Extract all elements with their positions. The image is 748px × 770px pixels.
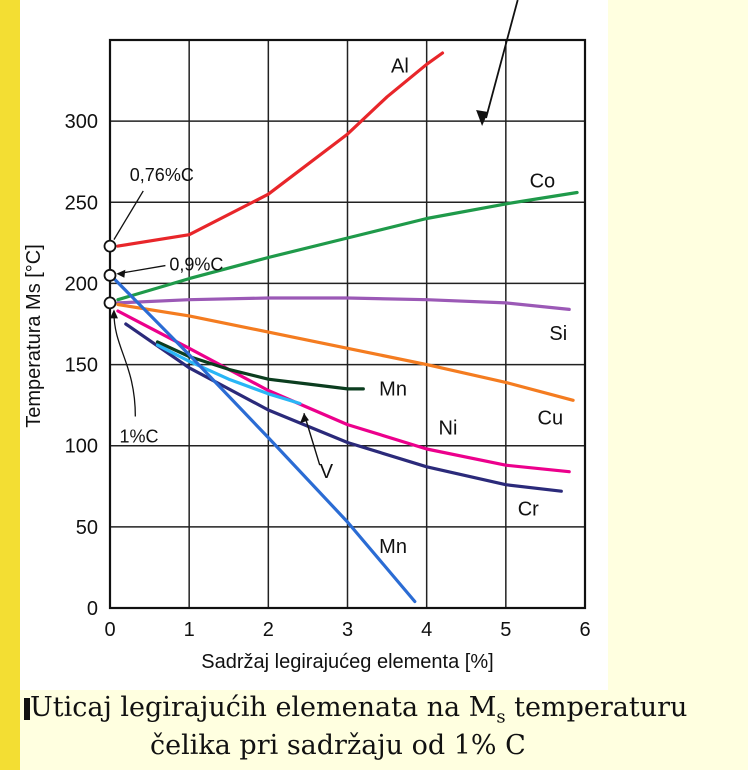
annotation-1c: 1%C — [120, 426, 159, 446]
y-tick-label-2: 100 — [65, 436, 98, 458]
series-line-co-1 — [116, 190, 579, 302]
x-tick-label-3: 3 — [342, 619, 353, 641]
start-point-1 — [103, 268, 117, 282]
y-tick-label-6: 300 — [65, 111, 98, 133]
annotation-076c-leader — [113, 190, 144, 240]
series-line-cr-5 — [124, 322, 563, 493]
caption-subscript: s — [496, 706, 506, 728]
annotation-1c-arrowhead — [109, 309, 118, 319]
series-line-mn-8 — [112, 277, 417, 604]
y-tick-label-1: 50 — [76, 517, 98, 539]
caption-text-1-end: temperaturu — [505, 692, 688, 723]
plot-frame — [108, 38, 587, 610]
series-label-si-2: Si — [549, 323, 567, 345]
figure-panel: 0 1 2 3 4 5 6 0 50 100 150 200 250 300 Sadržaj legiraj… — [20, 0, 608, 690]
x-tick-label-0: 0 — [104, 619, 115, 641]
start-point-2 — [103, 296, 117, 310]
caption-bullet — [24, 698, 30, 720]
series-line-si-2 — [116, 296, 571, 311]
x-tick-label-2: 2 — [263, 619, 274, 641]
start-point-0 — [103, 239, 117, 253]
series-label-v-7: V — [320, 461, 334, 483]
annotation-09c-arrowhead — [116, 269, 126, 278]
x-tick-label-6: 6 — [579, 619, 590, 641]
caption-text-1: Uticaj legirajućih elemenata na M — [30, 692, 497, 723]
annotation-1c-leader — [113, 312, 136, 417]
ms-temperature-chart: 0 1 2 3 4 5 6 0 50 100 150 200 250 300 Sadržaj legiraj… — [23, 0, 591, 673]
caption-line-1: Uticaj legirajućih elemenata na Ms tempe… — [30, 692, 687, 727]
series-label-mn-8: Mn — [379, 536, 407, 558]
y-tick-label-5: 250 — [65, 192, 98, 214]
series-line-v-7 — [155, 343, 302, 406]
series-label-cu-3: Cu — [538, 408, 564, 430]
series-line-cu-3 — [116, 302, 575, 402]
series-label-cr-5: Cr — [518, 498, 539, 520]
v-arrow-line — [303, 413, 321, 466]
annotation-09c-leader — [117, 264, 166, 275]
x-tick-label-1: 1 — [184, 619, 195, 641]
y-axis-label: Temperatura Ms [°C] — [23, 244, 45, 428]
top-arrow-head — [476, 110, 489, 126]
v-arrow-head — [299, 413, 309, 424]
annotation-09c: 0,9%C — [169, 254, 223, 274]
top-arrow-line — [485, 0, 519, 119]
y-tick-label-3: 150 — [65, 355, 98, 377]
x-tick-label-4: 4 — [421, 619, 432, 641]
annotation-076c: 0,76%C — [130, 165, 194, 185]
series-line-al-0 — [116, 51, 445, 248]
series-label-al-0: Al — [391, 55, 409, 77]
x-axis-label: Sadržaj legirajućeg elementa [%] — [201, 651, 493, 673]
series-label-mn-6: Mn — [379, 378, 407, 400]
x-tick-label-5: 5 — [500, 619, 511, 641]
y-tick-label-0: 0 — [87, 598, 98, 620]
series-label-ni-4: Ni — [439, 417, 458, 439]
left-margin-strip — [0, 0, 20, 770]
series-line-ni-4 — [116, 309, 571, 474]
y-tick-label-4: 200 — [65, 273, 98, 295]
series-label-co-1: Co — [530, 171, 556, 193]
caption-line-2: čelika pri sadržaju od 1% C — [150, 730, 526, 761]
